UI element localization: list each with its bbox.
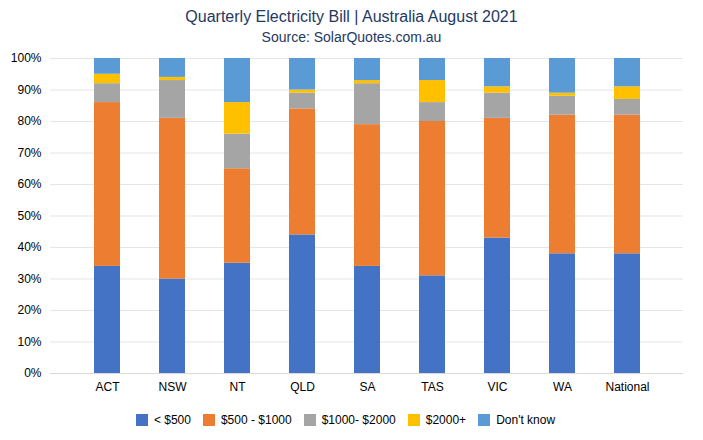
svg-text:NSW: NSW (159, 381, 188, 395)
svg-text:WA: WA (553, 381, 572, 395)
svg-text:SA: SA (359, 381, 375, 395)
svg-text:60%: 60% (17, 178, 41, 192)
svg-text:50%: 50% (17, 209, 41, 223)
html-text:Source: SolarQuotes.com.au: Source: SolarQuotes.com.au (261, 28, 442, 45)
svg-text:40%: 40% (17, 241, 41, 255)
svg-text:ACT: ACT (96, 381, 121, 395)
svg-text:80%: 80% (17, 115, 41, 129)
svg-text:NT: NT (230, 381, 247, 395)
html-text:$1000- $2000: $1000- $2000 (321, 413, 396, 427)
svg-text:National: National (605, 381, 649, 395)
svg-text:VIC: VIC (487, 381, 507, 395)
html-text:Quarterly Electricity Bill | A: Quarterly Electricity Bill | Australia A… (185, 8, 518, 25)
html-text:Don't know: Don't know (496, 413, 556, 427)
html-text:$500 - $1000: $500 - $1000 (220, 413, 292, 427)
svg-text:20%: 20% (17, 304, 41, 318)
svg-text:90%: 90% (17, 83, 41, 97)
svg-text:100%: 100% (11, 52, 42, 66)
svg-text:0%: 0% (24, 367, 42, 381)
html-text:< $500: < $500 (153, 413, 191, 427)
html-text:$2000+: $2000+ (425, 413, 467, 427)
svg-text:QLD: QLD (290, 381, 315, 395)
svg-text:TAS: TAS (421, 381, 443, 395)
svg-text:10%: 10% (17, 335, 41, 349)
svg-text:70%: 70% (17, 146, 41, 160)
svg-text:30%: 30% (17, 272, 41, 286)
